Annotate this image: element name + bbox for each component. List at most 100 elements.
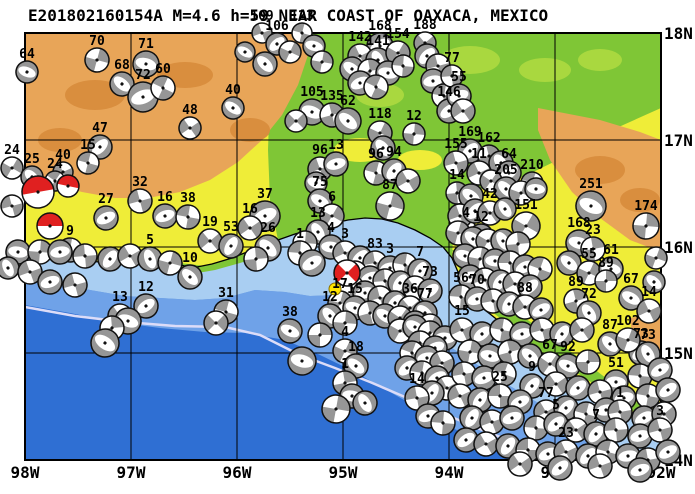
focal-mechanism-beachball[interactable] xyxy=(476,406,508,438)
focal-mechanism-beachball[interactable] xyxy=(274,315,306,347)
focal-mechanism-beachball[interactable] xyxy=(124,185,157,218)
focal-mechanism-beachball[interactable] xyxy=(135,244,166,275)
focal-mechanism-beachball[interactable] xyxy=(543,451,577,485)
focal-mechanism-beachball[interactable] xyxy=(545,317,578,350)
focal-mechanism-beachball[interactable] xyxy=(513,270,547,304)
focal-mechanism-beachball[interactable] xyxy=(361,72,392,103)
focal-mechanism-beachball[interactable] xyxy=(248,47,282,81)
focal-mechanism-beachball[interactable] xyxy=(552,350,584,382)
focal-mechanism-beachball[interactable] xyxy=(539,407,573,441)
focal-mechanism-beachball[interactable] xyxy=(644,354,677,387)
focal-mechanism-beachball[interactable] xyxy=(612,324,644,356)
focal-mechanism-beachball[interactable] xyxy=(639,267,670,298)
focal-mechanism-beachball[interactable] xyxy=(440,147,473,180)
focal-mechanism-beachball[interactable] xyxy=(231,38,258,65)
focal-mechanism-beachball[interactable] xyxy=(652,436,685,469)
focal-mechanism-beachball[interactable] xyxy=(317,390,356,429)
focal-mechanism-beachball[interactable] xyxy=(625,455,656,486)
focal-mechanism-beachball[interactable] xyxy=(491,429,524,462)
focal-mechanism-beachball[interactable] xyxy=(641,243,670,272)
focal-mechanism-beachball[interactable] xyxy=(73,148,103,178)
focal-mechanism-beachball[interactable] xyxy=(171,200,204,233)
focal-mechanism-beachball[interactable] xyxy=(150,201,181,232)
focal-mechanism-beachball[interactable] xyxy=(519,411,553,445)
focal-mechanism-beachball[interactable] xyxy=(90,202,122,234)
focal-mechanism-beachball[interactable] xyxy=(388,51,419,82)
focal-mechanism-beachball[interactable] xyxy=(485,313,518,346)
focal-mechanism-beachball[interactable] xyxy=(651,373,684,406)
focal-mechanism-beachball[interactable] xyxy=(449,97,477,125)
focal-mechanism-beachball[interactable] xyxy=(488,358,520,390)
focal-mechanism-beachball[interactable] xyxy=(276,38,304,66)
focal-mechanism-beachball[interactable] xyxy=(449,423,482,456)
focal-mechanism-beachball[interactable] xyxy=(321,149,350,178)
focal-mechanism-beachball[interactable] xyxy=(14,256,46,288)
focal-mechanism-beachball[interactable] xyxy=(568,316,596,344)
focal-mechanism-beachball[interactable] xyxy=(0,253,23,282)
focal-mechanism-beachball[interactable] xyxy=(349,387,382,420)
focal-mechanism-beachball[interactable] xyxy=(571,186,611,226)
focal-mechanism-beachball[interactable] xyxy=(46,238,74,266)
focal-mechanism-beachball[interactable] xyxy=(307,47,338,78)
focal-mechanism-beachball[interactable] xyxy=(86,324,125,363)
focal-mechanism-beachball[interactable] xyxy=(330,103,367,140)
focal-mechanism-beachball[interactable] xyxy=(173,260,207,294)
focal-mechanism-beachball[interactable] xyxy=(360,157,393,190)
focal-mechanism-beachball[interactable] xyxy=(284,109,308,133)
focal-mechanism-beachball[interactable] xyxy=(497,403,528,434)
focal-mechanism-beachball[interactable] xyxy=(285,344,319,378)
focal-mechanism-beachball[interactable] xyxy=(81,44,114,77)
focal-mechanism-beachball[interactable] xyxy=(129,289,162,322)
focal-mechanism-beachball[interactable] xyxy=(105,67,139,101)
focal-mechanism-beachball[interactable] xyxy=(579,417,613,451)
focal-mechanism-beachball[interactable] xyxy=(0,155,25,182)
focal-mechanism-beachball[interactable] xyxy=(465,317,499,351)
focal-mechanism-beachball[interactable] xyxy=(507,319,536,348)
focal-mechanism-beachball[interactable] xyxy=(469,363,500,394)
red-focal-mechanism-beachball[interactable] xyxy=(36,212,64,240)
focal-mechanism-beachball[interactable] xyxy=(203,310,229,336)
focal-mechanism-beachball[interactable] xyxy=(303,318,337,352)
focal-mechanism-beachball[interactable] xyxy=(584,450,616,482)
red-focal-mechanism-beachball[interactable] xyxy=(55,173,81,199)
focal-mechanism-beachball[interactable] xyxy=(413,274,446,307)
focal-mechanism-beachball[interactable] xyxy=(93,242,126,275)
focal-mechanism-beachball[interactable] xyxy=(570,398,603,431)
focal-mechanism-beachball[interactable] xyxy=(506,450,534,478)
focal-mechanism-beachball[interactable] xyxy=(524,177,548,201)
focal-mechanism-beachball[interactable] xyxy=(236,214,264,242)
focal-mechanism-beachball[interactable] xyxy=(0,191,27,221)
focal-mechanism-beachball[interactable] xyxy=(562,416,590,444)
focal-mechanism-beachball[interactable] xyxy=(644,414,677,447)
focal-mechanism-beachball[interactable] xyxy=(571,345,605,379)
focal-mechanism-beachball[interactable] xyxy=(328,306,362,340)
focal-mechanism-beachball[interactable] xyxy=(218,93,249,124)
focal-mechanism-beachball[interactable] xyxy=(177,115,202,140)
focal-mechanism-beachball[interactable] xyxy=(239,242,273,276)
focal-mechanism-beachball[interactable] xyxy=(576,232,609,265)
focal-mechanism-beachball[interactable] xyxy=(442,217,475,250)
focal-mechanism-beachball[interactable] xyxy=(130,48,162,80)
focal-mechanism-beachball[interactable] xyxy=(366,131,400,165)
focal-mechanism-beachball[interactable] xyxy=(483,379,517,413)
focal-mechanism-beachball[interactable] xyxy=(426,406,460,440)
focal-mechanism-beachball[interactable] xyxy=(59,269,92,302)
focal-mechanism-beachball[interactable] xyxy=(13,58,41,86)
focal-mechanism-beachball[interactable] xyxy=(371,187,409,225)
focal-mechanism-beachball[interactable] xyxy=(154,247,187,280)
focal-mechanism-beachball[interactable] xyxy=(599,413,633,447)
focal-mechanism-beachball[interactable] xyxy=(294,245,330,281)
focal-mechanism-beachball[interactable] xyxy=(513,339,547,373)
red-focal-mechanism-beachball[interactable] xyxy=(19,173,56,210)
epicenter-marker[interactable] xyxy=(328,282,342,296)
focal-mechanism-beachball[interactable] xyxy=(215,230,248,263)
focal-mechanism-beachball[interactable] xyxy=(148,73,179,104)
focal-mechanism-beachball[interactable] xyxy=(561,371,595,405)
featured-event-beachball[interactable] xyxy=(333,259,361,287)
focal-mechanism-beachball[interactable] xyxy=(542,370,570,398)
focal-mechanism-beachball[interactable] xyxy=(68,239,102,273)
focal-mechanism-beachball[interactable] xyxy=(501,227,535,261)
focal-mechanism-beachball[interactable] xyxy=(494,336,527,369)
focal-mechanism-beachball[interactable] xyxy=(399,119,430,150)
focal-mechanism-beachball[interactable] xyxy=(490,194,521,225)
